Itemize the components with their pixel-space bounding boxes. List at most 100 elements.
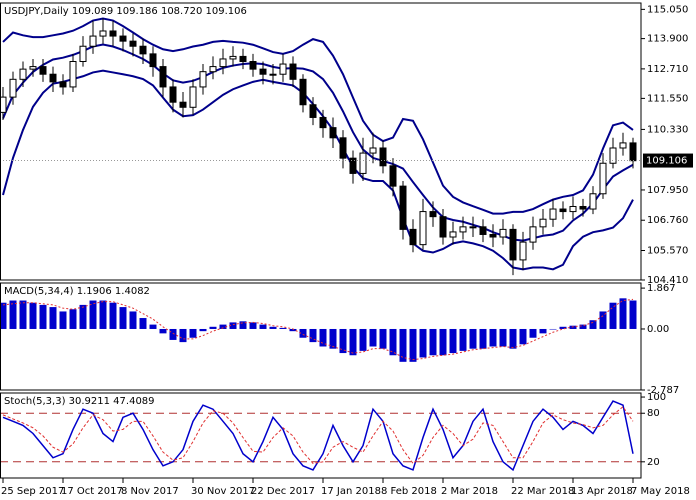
y-tick-label: 104.410 <box>647 275 688 286</box>
macd-bar <box>219 324 227 329</box>
candle-body <box>629 142 637 162</box>
macd-bar <box>589 320 597 329</box>
macd-bar <box>349 328 357 356</box>
macd-bar <box>39 304 47 329</box>
candle-body <box>589 193 597 210</box>
candle-body <box>569 205 577 213</box>
macd-bar <box>49 307 57 329</box>
macd-bar <box>329 328 337 349</box>
candle-body <box>259 68 267 75</box>
macd-bar <box>369 328 377 347</box>
stoch-line <box>2 400 634 472</box>
stoch-line <box>2 406 634 465</box>
macd-bar <box>429 328 437 356</box>
macd-bar <box>59 311 67 329</box>
macd-bar <box>179 328 187 343</box>
macd-bar <box>159 328 167 334</box>
macd-bar <box>229 322 237 329</box>
candle-body <box>429 211 437 218</box>
macd-bar <box>599 311 607 329</box>
macd-bar <box>259 324 267 329</box>
bollinger-band <box>2 43 634 242</box>
y-tick-label: 0.00 <box>647 324 669 335</box>
macd-bar <box>529 328 537 338</box>
candle-body <box>299 78 307 106</box>
candle-body <box>59 81 67 88</box>
macd-bar <box>149 324 157 329</box>
candle-body <box>459 226 467 233</box>
candle-body <box>19 68 27 80</box>
y-tick-label: 111.550 <box>647 93 688 104</box>
macd-bar <box>519 328 527 345</box>
macd-bar <box>269 326 277 329</box>
x-tick-label: 17 Oct 2017 <box>61 486 123 497</box>
candle-body <box>99 30 107 37</box>
x-tick-label: 30 Nov 2017 <box>191 486 255 497</box>
candle-body <box>419 211 427 246</box>
macd-bar <box>629 300 637 329</box>
x-tick-label: 8 Nov 2017 <box>121 486 179 497</box>
candle-body <box>499 228 507 238</box>
candle-body <box>69 61 77 88</box>
candle-body <box>279 63 287 75</box>
macd-bar <box>209 326 217 329</box>
macd-bar <box>569 325 577 329</box>
candle-body <box>579 205 587 210</box>
y-tick-label: 1.867 <box>647 283 676 294</box>
candle-body <box>619 142 627 149</box>
macd-bar <box>339 328 347 354</box>
candle-body <box>509 228 517 261</box>
y-tick-label: 115.050 <box>647 4 688 15</box>
macd-bar <box>479 328 487 349</box>
macd-bar <box>89 300 97 329</box>
x-tick-label: 22 Mar 2018 <box>511 486 574 497</box>
candle-body <box>369 147 377 154</box>
macd-bar <box>69 309 77 329</box>
macd-bar <box>239 321 247 329</box>
macd-bar <box>559 326 567 329</box>
macd-bar <box>469 328 477 349</box>
panel-title: USDJPY,Daily 109.089 109.186 108.720 109… <box>4 6 247 17</box>
candle-body <box>179 101 187 108</box>
y-tick-label: 107.950 <box>647 185 688 196</box>
macd-bar <box>499 328 507 347</box>
bollinger-band <box>2 17 634 215</box>
candle-body <box>599 162 607 195</box>
candle-body <box>0 96 7 113</box>
macd-bar <box>109 302 117 329</box>
x-tick-label: 13 Apr 2018 <box>571 486 633 497</box>
macd-bar <box>79 304 87 329</box>
macd-bar <box>489 328 497 347</box>
y-tick-label: 80 <box>647 408 660 419</box>
candle-body <box>389 165 397 187</box>
panel-border <box>0 282 642 391</box>
macd-bar <box>289 328 297 332</box>
x-tick-label: 8 Feb 2018 <box>381 486 437 497</box>
candle-body <box>549 208 557 220</box>
y-tick-label: 112.710 <box>647 64 688 75</box>
bollinger-band <box>2 69 634 271</box>
macd-bar <box>99 300 107 329</box>
candle-body <box>139 45 147 55</box>
macd-bar <box>619 298 627 329</box>
candle-body <box>559 208 567 213</box>
macd-bar <box>449 328 457 354</box>
macd-bar <box>509 328 517 349</box>
macd-bar <box>299 328 307 338</box>
panel-border <box>0 392 642 479</box>
candle-body <box>359 152 367 174</box>
candle-body <box>469 226 477 229</box>
candle-body <box>309 104 317 118</box>
macd-bar <box>539 328 547 334</box>
candle-body <box>159 66 167 88</box>
candle-body <box>239 55 247 63</box>
last-price-box <box>643 153 693 168</box>
y-tick-label: 105.570 <box>647 245 688 256</box>
macd-bar <box>119 307 127 329</box>
macd-bar <box>609 302 617 329</box>
candle-body <box>609 147 617 164</box>
macd-bar <box>19 300 27 329</box>
candle-body <box>209 66 217 73</box>
